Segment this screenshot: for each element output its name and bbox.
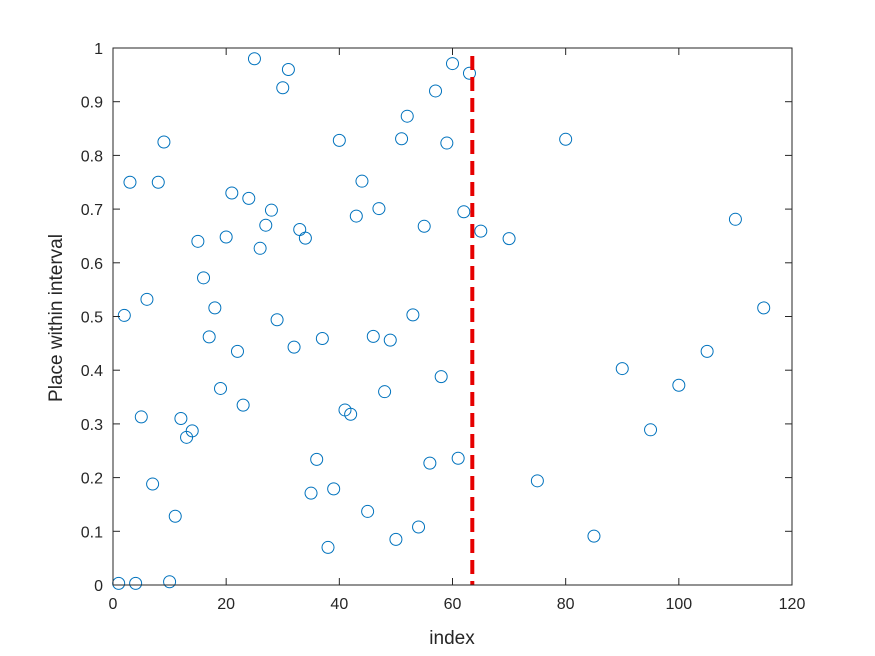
data-point — [270, 313, 284, 327]
y-tick-label: 0.2 — [81, 471, 103, 488]
x-tick-label: 40 — [330, 596, 348, 613]
data-point — [191, 234, 205, 248]
data-point — [361, 504, 375, 518]
data-point — [462, 66, 476, 80]
data-point — [225, 186, 239, 200]
data-point — [146, 477, 160, 491]
y-tick-label: 0.4 — [81, 363, 103, 380]
data-point — [247, 52, 261, 66]
y-tick-label: 0.6 — [81, 256, 103, 273]
data-point — [451, 451, 465, 465]
y-tick-label: 0 — [94, 578, 103, 595]
data-point — [615, 362, 629, 376]
data-point — [157, 135, 171, 149]
data-point — [197, 271, 211, 285]
data-point — [298, 231, 312, 245]
data-point — [700, 344, 714, 358]
data-point — [327, 482, 341, 496]
data-point — [208, 301, 222, 315]
data-point — [446, 57, 459, 71]
data-point — [383, 333, 397, 347]
data-point — [378, 385, 392, 399]
x-tick-label: 100 — [665, 596, 692, 613]
data-point — [559, 132, 573, 146]
data-point — [163, 575, 177, 589]
data-point — [230, 344, 244, 358]
data-point — [304, 486, 318, 500]
x-tick-label: 20 — [217, 596, 235, 613]
data-point — [242, 191, 256, 205]
data-point — [219, 230, 233, 244]
data-point — [429, 84, 443, 98]
data-point — [315, 332, 329, 346]
data-point — [644, 423, 658, 437]
y-tick-label: 0.8 — [81, 148, 103, 165]
data-point — [412, 520, 426, 534]
data-point — [276, 81, 290, 95]
data-point — [423, 456, 437, 470]
data-point — [400, 109, 414, 123]
data-point — [185, 424, 199, 438]
data-point — [174, 412, 188, 426]
data-point — [530, 474, 544, 488]
plot-area — [113, 48, 792, 585]
data-point — [672, 378, 686, 392]
y-tick-label: 1 — [94, 41, 103, 58]
plot-background — [113, 48, 792, 585]
x-tick-label: 60 — [444, 596, 462, 613]
data-point — [140, 292, 154, 306]
data-point — [151, 175, 165, 189]
data-point — [264, 203, 278, 217]
data-point — [117, 308, 131, 322]
data-point — [434, 370, 448, 384]
x-axis-label: index — [429, 628, 475, 649]
x-tick-label: 80 — [557, 596, 575, 613]
y-tick-label: 0.7 — [81, 202, 103, 219]
axes: 0 20 40 60 80 100 120 0 0.1 0.2 0.3 0.4 0.5 0.6 0.7 0.8… — [81, 41, 806, 613]
data-point — [389, 532, 403, 546]
data-point — [332, 133, 346, 147]
data-points — [112, 52, 771, 590]
y-axis-label: Place within interval — [46, 234, 67, 402]
data-point — [253, 241, 267, 255]
data-point — [395, 132, 409, 146]
data-point — [202, 330, 216, 344]
x-tick-label: 0 — [109, 596, 118, 613]
x-tick-label: 120 — [779, 596, 806, 613]
y-tick-label: 0.1 — [81, 524, 103, 541]
data-point — [757, 301, 771, 315]
data-point — [281, 62, 295, 76]
data-point — [406, 308, 420, 322]
data-point — [349, 209, 363, 223]
data-point — [236, 398, 250, 412]
data-point — [474, 224, 488, 238]
data-point — [168, 509, 182, 523]
data-point — [372, 202, 386, 216]
data-point — [321, 540, 335, 554]
data-point — [310, 452, 324, 466]
data-point — [134, 410, 148, 424]
data-point — [129, 576, 143, 590]
data-point — [123, 175, 137, 189]
data-point — [457, 205, 471, 219]
data-point — [728, 212, 742, 226]
data-point — [355, 174, 369, 188]
data-point — [587, 529, 601, 543]
data-point — [344, 407, 358, 421]
data-point — [214, 381, 228, 395]
data-point — [366, 329, 380, 343]
data-point — [502, 232, 516, 246]
y-tick-label: 0.9 — [81, 95, 103, 112]
data-point — [440, 136, 454, 150]
y-tick-label: 0.5 — [81, 310, 103, 327]
data-point — [417, 219, 431, 233]
data-point — [259, 218, 273, 232]
y-tick-label: 0.3 — [81, 417, 103, 434]
data-point — [287, 340, 301, 354]
